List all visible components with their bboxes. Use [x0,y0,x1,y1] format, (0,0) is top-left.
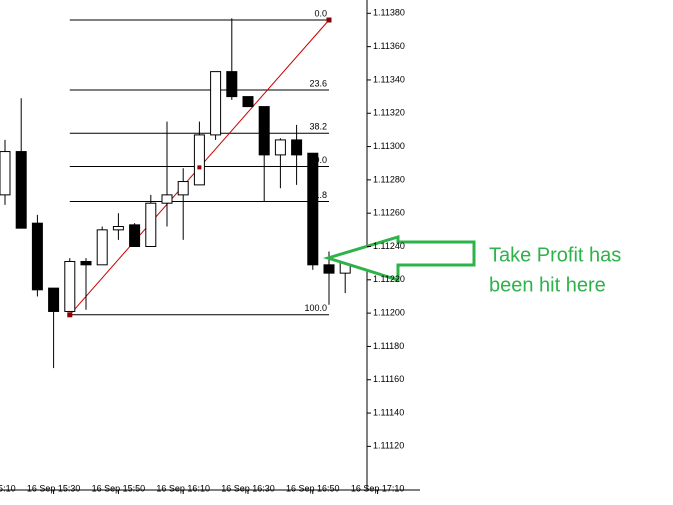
x-tick-label: 16 Sep 16:30 [221,483,275,493]
candle-body [31,222,43,291]
candle-body [129,224,141,247]
fib-label: 0.0 [314,8,327,18]
y-tick-label: 1.11160 [373,374,404,384]
annotation-arrow [322,234,476,283]
candle-body [64,260,76,312]
y-tick-label: 1.11260 [373,208,405,218]
y-tick-label: 1.11120 [373,441,404,451]
x-tick-label: 16 Sep 15:30 [27,483,81,493]
candle-body [210,71,222,136]
y-tick-label: 1.11380 [373,8,405,18]
candle-body [161,194,173,204]
trend-anchor [326,17,332,23]
annotation-text: been hit here [489,274,606,296]
y-tick-label: 1.11200 [373,307,405,317]
x-tick-label: 16 Sep 15:10 [0,483,16,493]
y-tick-label: 1.11280 [373,174,405,184]
y-tick-label: 1.11180 [373,341,404,351]
candle-body [145,202,157,247]
candle-body [291,139,303,156]
x-tick-label: 16 Sep 16:10 [156,483,210,493]
y-tick-label: 1.11300 [373,141,405,151]
candle-body [242,96,254,108]
candle-body [15,151,27,229]
y-tick-label: 1.11340 [373,74,405,84]
fib-label: 100.0 [304,303,327,313]
candle-body [112,226,124,231]
candle-body [96,229,108,266]
candle-body [177,181,189,196]
fib-label: 38.2 [309,122,327,132]
y-tick-label: 1.11360 [373,41,405,51]
annotation-text: Take Profit has [489,244,621,266]
candle-body [226,71,238,98]
candle-body [274,139,286,156]
candle-body [307,152,319,266]
y-tick-label: 1.11140 [373,407,404,417]
candle-body [48,287,60,312]
y-tick-label: 1.11320 [373,108,405,118]
y-tick-label: 1.11240 [373,241,405,251]
candle-body [0,151,11,196]
x-tick-label: 16 Sep 17:10 [351,483,405,493]
fib-label: 23.6 [309,78,327,88]
candle-body [193,134,205,186]
trend-anchor [67,312,73,318]
plot-area: 0.023.638.250.061.8100.0 [0,8,351,369]
y-tick-label: 1.11220 [373,274,405,284]
candle-body [258,106,270,156]
candle-body [80,260,92,266]
candle-body [323,264,335,274]
x-tick-label: 16 Sep 15:50 [92,483,146,493]
trend-midpoint [197,165,202,170]
x-tick-label: 16 Sep 16:50 [286,483,340,493]
